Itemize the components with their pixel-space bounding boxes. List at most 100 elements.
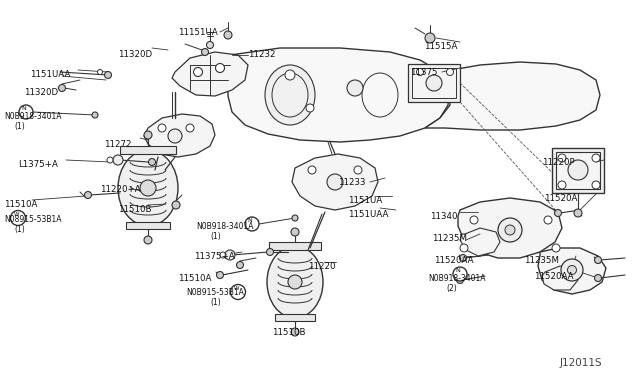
Text: (1): (1)	[14, 122, 25, 131]
Text: 11233: 11233	[338, 178, 365, 187]
Circle shape	[561, 259, 583, 281]
Text: 11220: 11220	[308, 262, 335, 271]
Polygon shape	[542, 266, 578, 290]
Text: N0B918-3401A: N0B918-3401A	[428, 274, 486, 283]
Circle shape	[158, 124, 166, 132]
Circle shape	[498, 218, 522, 242]
Circle shape	[308, 166, 316, 174]
Circle shape	[558, 154, 566, 162]
Circle shape	[237, 262, 243, 269]
Polygon shape	[292, 154, 378, 210]
Circle shape	[220, 252, 226, 258]
Circle shape	[592, 181, 600, 189]
Polygon shape	[144, 114, 215, 157]
Text: N: N	[248, 218, 252, 222]
Text: J12011S: J12011S	[560, 358, 603, 368]
Circle shape	[216, 64, 225, 73]
Circle shape	[186, 124, 194, 132]
Text: 11515A: 11515A	[424, 42, 458, 51]
Circle shape	[554, 209, 561, 217]
Circle shape	[447, 68, 454, 76]
Bar	[412, 68, 456, 98]
Circle shape	[140, 180, 156, 196]
Text: 11520AA: 11520AA	[534, 272, 573, 281]
Circle shape	[144, 236, 152, 244]
Circle shape	[84, 192, 92, 199]
Text: 11520A: 11520A	[544, 194, 577, 203]
Circle shape	[245, 217, 259, 231]
Circle shape	[291, 328, 299, 336]
Text: 11220P: 11220P	[542, 158, 575, 167]
Text: N0B918-3401A: N0B918-3401A	[196, 222, 253, 231]
Text: 11272: 11272	[104, 140, 131, 149]
Bar	[552, 148, 604, 193]
Circle shape	[291, 228, 299, 236]
Text: (1): (1)	[14, 225, 25, 234]
Bar	[408, 64, 460, 102]
Circle shape	[426, 75, 442, 91]
Circle shape	[148, 158, 156, 166]
Text: W: W	[14, 212, 20, 218]
Ellipse shape	[362, 73, 398, 117]
Circle shape	[10, 211, 26, 225]
Bar	[120, 146, 176, 154]
Circle shape	[574, 209, 582, 217]
Circle shape	[207, 42, 214, 48]
Text: (1): (1)	[210, 232, 221, 241]
Text: 11510B: 11510B	[118, 205, 152, 214]
Polygon shape	[538, 248, 606, 294]
Text: 11235M: 11235M	[432, 234, 467, 243]
Ellipse shape	[118, 150, 178, 226]
Text: 1151UA: 1151UA	[348, 196, 382, 205]
Circle shape	[558, 181, 566, 189]
Circle shape	[224, 31, 232, 39]
Circle shape	[453, 267, 467, 281]
Circle shape	[230, 285, 246, 299]
Circle shape	[225, 250, 235, 260]
Text: 11520AA: 11520AA	[434, 256, 474, 265]
Text: 1151UAA: 1151UAA	[30, 70, 70, 79]
Circle shape	[417, 68, 424, 76]
Circle shape	[327, 174, 343, 190]
Text: N0B915-53B1A: N0B915-53B1A	[186, 288, 244, 297]
Circle shape	[19, 105, 33, 119]
Text: 11340: 11340	[430, 212, 458, 221]
Text: 11320D: 11320D	[24, 88, 58, 97]
Text: N0B918-3401A: N0B918-3401A	[4, 112, 61, 121]
Text: 11320D: 11320D	[118, 50, 152, 59]
Text: 11232: 11232	[248, 50, 275, 59]
Circle shape	[347, 80, 363, 96]
Text: W: W	[234, 286, 240, 292]
Polygon shape	[172, 52, 248, 96]
Circle shape	[104, 71, 111, 78]
Circle shape	[306, 104, 314, 112]
Text: 1151UAA: 1151UAA	[348, 210, 388, 219]
Circle shape	[544, 216, 552, 224]
Text: 11220+A: 11220+A	[100, 185, 141, 194]
Circle shape	[193, 67, 202, 77]
Circle shape	[354, 166, 362, 174]
Circle shape	[456, 276, 463, 283]
Bar	[556, 152, 600, 189]
Bar	[126, 222, 170, 229]
Text: N: N	[456, 267, 460, 273]
Text: 11235M: 11235M	[524, 256, 559, 265]
Circle shape	[460, 244, 468, 252]
Circle shape	[144, 131, 152, 139]
Circle shape	[97, 70, 102, 74]
Circle shape	[460, 254, 467, 262]
Ellipse shape	[267, 246, 323, 318]
Text: 11510A: 11510A	[178, 274, 211, 283]
Circle shape	[92, 112, 98, 118]
Circle shape	[202, 48, 209, 55]
Circle shape	[552, 244, 560, 252]
Circle shape	[216, 272, 223, 279]
Circle shape	[113, 155, 123, 165]
Circle shape	[172, 201, 180, 209]
Circle shape	[595, 257, 602, 263]
Circle shape	[288, 275, 302, 289]
Text: 11510A: 11510A	[4, 200, 37, 209]
Circle shape	[505, 225, 515, 235]
Circle shape	[285, 70, 295, 80]
Text: N08915-53B1A: N08915-53B1A	[4, 215, 61, 224]
